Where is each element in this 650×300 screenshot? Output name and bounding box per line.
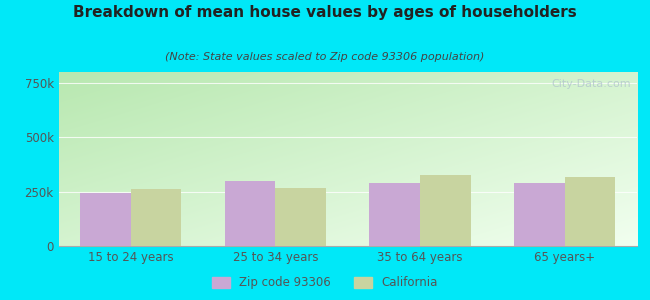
- Bar: [420, 175, 471, 246]
- Bar: [514, 183, 565, 246]
- Legend: Zip code 93306, California: Zip code 93306, California: [207, 272, 443, 294]
- Text: City-Data.com: City-Data.com: [552, 79, 631, 89]
- Bar: [369, 183, 420, 246]
- Text: Breakdown of mean house values by ages of householders: Breakdown of mean house values by ages o…: [73, 4, 577, 20]
- Bar: [225, 181, 276, 246]
- Bar: [565, 178, 616, 246]
- Bar: [276, 188, 326, 246]
- Text: (Note: State values scaled to Zip code 93306 population): (Note: State values scaled to Zip code 9…: [165, 52, 485, 62]
- Bar: [131, 190, 181, 246]
- Bar: [80, 193, 131, 246]
